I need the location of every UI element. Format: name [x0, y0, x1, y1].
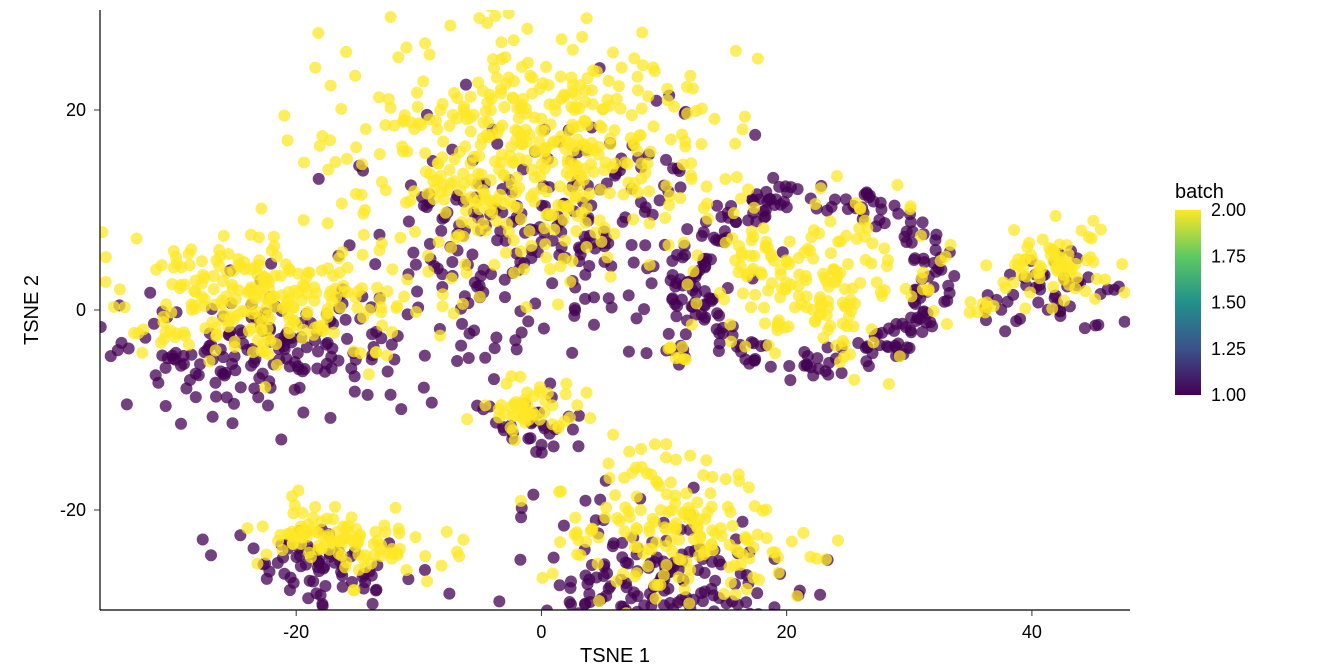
legend-tick-label: 1.50	[1211, 293, 1246, 313]
y-tick-label: 20	[66, 100, 86, 120]
legend-tick-label: 2.00	[1211, 200, 1246, 220]
legend-tick-label: 1.00	[1211, 385, 1246, 405]
x-tick-label: 20	[777, 622, 797, 642]
legend-tick-label: 1.75	[1211, 246, 1246, 266]
y-tick-label: 0	[76, 300, 86, 320]
legend-tick-label: 1.25	[1211, 339, 1246, 359]
tsne-scatter-chart: -2002040-20020TSNE 1TSNE 2batch2.001.751…	[0, 0, 1344, 672]
x-axis-label: TSNE 1	[580, 645, 650, 667]
x-tick-label: -20	[283, 622, 309, 642]
chart-svg: -2002040-20020TSNE 1TSNE 2batch2.001.751…	[0, 0, 1344, 672]
x-tick-label: 0	[536, 622, 546, 642]
y-axis-label: TSNE 2	[21, 275, 43, 345]
y-tick-label: -20	[60, 500, 86, 520]
legend-colorbar	[1175, 210, 1201, 395]
x-tick-label: 40	[1022, 622, 1042, 642]
